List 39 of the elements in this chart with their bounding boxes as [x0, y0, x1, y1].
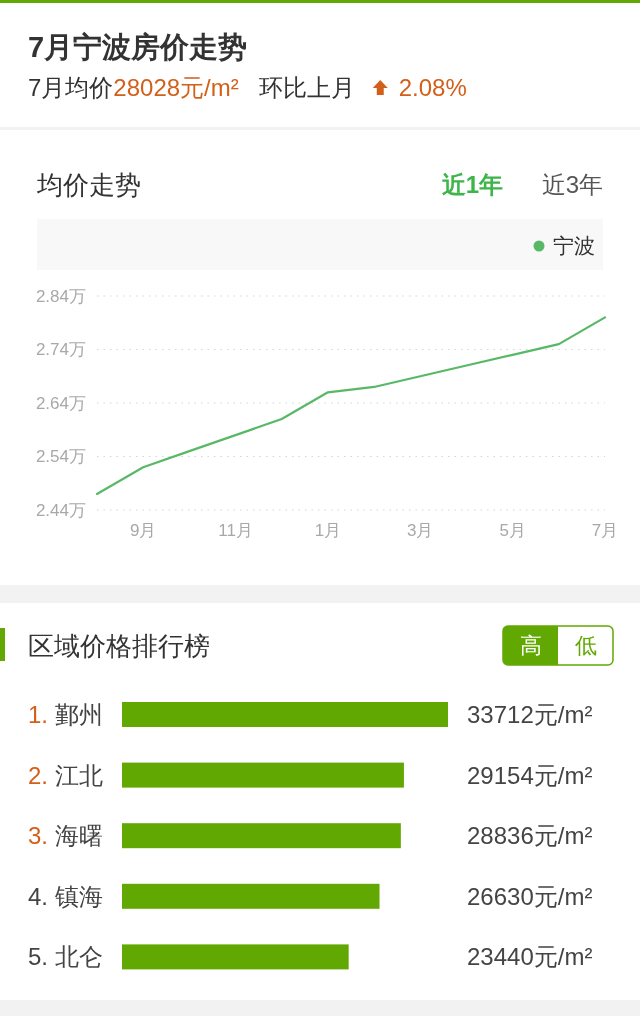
text: 2.08%: [398, 74, 467, 101]
text: 7月宁波房价走势: [28, 31, 248, 63]
y-tick-label: 2.44万: [35, 500, 86, 520]
x-tick-label: 5月: [499, 521, 526, 540]
bar: [122, 762, 404, 788]
x-tick-label: 3月: [407, 521, 434, 540]
y-tick-label: 2.54万: [35, 447, 86, 467]
chart-title: 均价走势: [36, 170, 141, 200]
data-label: 28836元/m²: [467, 822, 593, 850]
x-tick-label: 7月: [591, 521, 619, 540]
text: 近3年: [541, 171, 603, 198]
bar: [122, 883, 380, 909]
bar: [122, 702, 448, 727]
data-label: 33712元/m²: [467, 700, 593, 728]
bar: [122, 823, 401, 849]
data-label: 26630元/m²: [467, 882, 593, 910]
y-tick-label: 2.84万: [35, 286, 86, 306]
y-tick-label: 4. 镇海: [28, 882, 103, 910]
x-tick-label: 1月: [314, 521, 342, 540]
data-label: 29154元/m²: [467, 761, 593, 789]
x-tick-label: 9月: [129, 521, 157, 540]
text: 环比上月: [258, 74, 355, 101]
line-series: [95, 316, 607, 496]
y-tick-label: 3. 海曙: [28, 822, 103, 850]
text: 低: [574, 633, 597, 659]
y-tick-label: 5. 北仑: [28, 943, 103, 971]
y-tick-label: 1. 鄞州: [28, 700, 103, 728]
y-tick-label: 2.74万: [35, 340, 86, 360]
text: 高: [519, 633, 542, 659]
text: 28028元/m²: [113, 74, 239, 101]
y-tick-label: 2. 江北: [28, 761, 103, 789]
chart-title: 区域价格排行榜: [28, 631, 210, 661]
y-tick-label: 2.64万: [35, 393, 86, 413]
x-tick-label: 11月: [218, 521, 253, 540]
bar: [122, 944, 349, 970]
text: 7月均价: [28, 74, 114, 101]
legend-label: 宁波: [553, 234, 595, 258]
text: 近1年: [441, 171, 503, 198]
data-label: 23440元/m²: [467, 943, 593, 971]
